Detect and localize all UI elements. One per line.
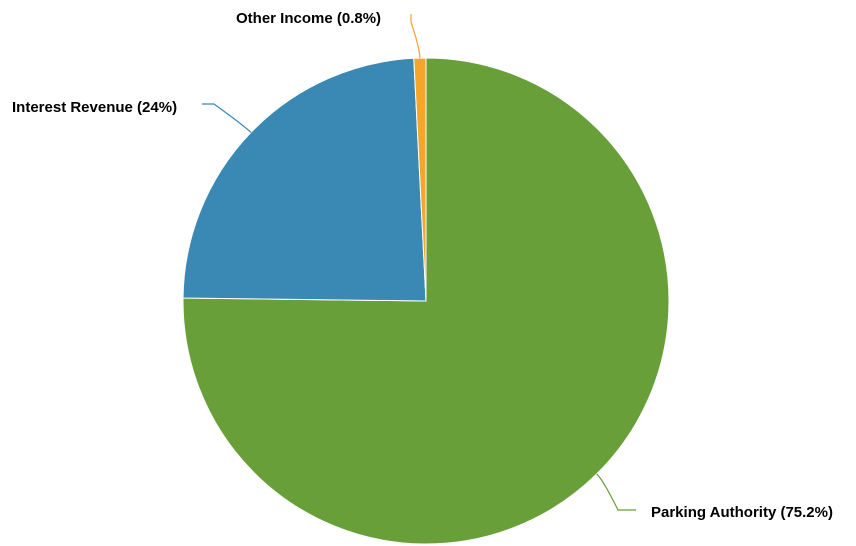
leader-lines-layer: [202, 14, 636, 511]
slice-label-parking-authority: Parking Authority (75.2%): [651, 504, 833, 521]
pie-slice-interest-revenue: [182, 57, 427, 302]
slice-labels-layer: Parking Authority (75.2%) Interest Reven…: [12, 10, 833, 521]
slice-label-interest-revenue: Interest Revenue (24%): [12, 99, 177, 116]
slices-layer: [182, 57, 670, 545]
leader-line-other-income: [410, 14, 421, 59]
pie-slice-parking-authority: [182, 57, 670, 545]
leader-line-interest-revenue: [202, 103, 252, 133]
leader-line-parking-authority: [596, 473, 636, 511]
slice-label-other-income: Other Income (0.8%): [236, 10, 381, 27]
